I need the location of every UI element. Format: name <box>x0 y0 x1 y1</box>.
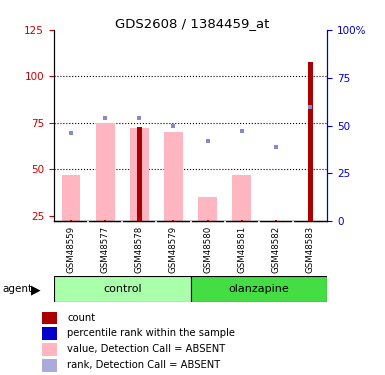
Bar <box>233 175 251 221</box>
Text: GSM48578: GSM48578 <box>135 226 144 273</box>
Bar <box>62 175 80 221</box>
Text: GDS2608 / 1384459_at: GDS2608 / 1384459_at <box>116 17 270 30</box>
Text: GSM48559: GSM48559 <box>67 226 75 273</box>
Text: GSM48583: GSM48583 <box>306 226 315 273</box>
Text: ▶: ▶ <box>31 283 40 296</box>
Text: value, Detection Call = ABSENT: value, Detection Call = ABSENT <box>67 344 226 354</box>
Text: rank, Detection Call = ABSENT: rank, Detection Call = ABSENT <box>67 360 221 370</box>
Text: count: count <box>67 313 95 323</box>
Text: GSM48581: GSM48581 <box>237 226 246 273</box>
Text: GSM48579: GSM48579 <box>169 226 178 273</box>
Text: agent: agent <box>2 285 32 294</box>
Text: control: control <box>103 284 142 294</box>
Bar <box>137 126 142 221</box>
Bar <box>130 128 149 221</box>
Text: olanzapine: olanzapine <box>229 284 289 294</box>
Bar <box>164 132 183 221</box>
Bar <box>191 276 327 302</box>
Bar <box>42 359 57 372</box>
Bar <box>308 62 313 221</box>
Bar <box>198 197 217 221</box>
Bar <box>42 343 57 355</box>
Bar <box>42 327 57 340</box>
Bar <box>54 276 191 302</box>
Text: GSM48582: GSM48582 <box>271 226 281 273</box>
Bar <box>42 312 57 324</box>
Text: percentile rank within the sample: percentile rank within the sample <box>67 328 235 338</box>
Bar <box>96 123 115 221</box>
Text: GSM48580: GSM48580 <box>203 226 212 273</box>
Text: GSM48577: GSM48577 <box>100 226 110 273</box>
